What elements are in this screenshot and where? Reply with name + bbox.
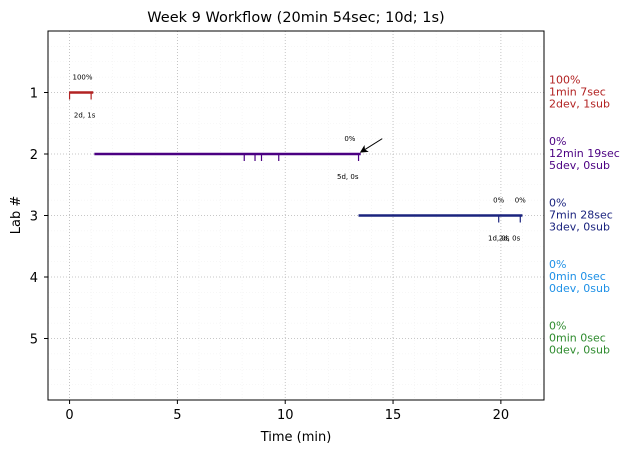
lab-2-summary-line: 0% [549,135,566,148]
lab-5-summary-line: 0min 0sec [549,332,606,345]
x-tick-label: 0 [65,408,73,423]
x-tick-label: 10 [277,408,294,423]
x-axis-label: Time (min) [260,430,332,445]
y-tick-label: 3 [30,210,38,225]
lab-2-count-label: 5d, 0s [337,173,359,181]
lab-3-progress-label: 0% [515,197,526,205]
y-tick-label: 2 [30,148,38,163]
lab-2-summary-line: 5dev, 0sub [549,159,610,172]
x-tick-label: 20 [493,408,510,423]
lab-1-summary-line: 2dev, 1sub [549,98,610,111]
y-axis-label: Lab # [9,196,24,235]
lab-1-progress-label: 100% [72,74,92,82]
lab-5-summary-line: 0% [549,320,566,333]
x-tick-label: 15 [385,408,402,423]
lab-2-summary-line: 12min 19sec [549,147,620,160]
y-tick-label: 5 [30,333,38,348]
annotation-arrow [359,138,383,153]
lab-2-progress-label: 0% [344,135,355,143]
lab-3-summary-line: 7min 28sec [549,209,613,222]
lab-1-count-label: 2d, 1s [74,112,96,120]
lab-3-summary-line: 3dev, 0sub [549,221,610,234]
lab-1-summary-line: 1min 7sec [549,86,606,99]
chart-title: Week 9 Workflow (20min 54sec; 10d; 1s) [147,10,444,26]
lab-3-count-label: 1d, 0s [488,235,510,243]
lab-3-progress-label: 0% [493,197,504,205]
lab-4-summary-line: 0% [549,258,566,271]
lab-3-summary-line: 0% [549,197,566,210]
lab-3-count-label: 2d, 0s [499,235,521,243]
lab-5-summary-line: 0dev, 0sub [549,344,610,357]
lab-1-summary-line: 100% [549,74,580,87]
x-tick-label: 5 [173,408,181,423]
lab-4-summary-line: 0dev, 0sub [549,282,610,295]
lab-4-summary-line: 0min 0sec [549,270,606,283]
y-tick-label: 1 [30,87,38,102]
y-tick-label: 4 [30,271,38,286]
